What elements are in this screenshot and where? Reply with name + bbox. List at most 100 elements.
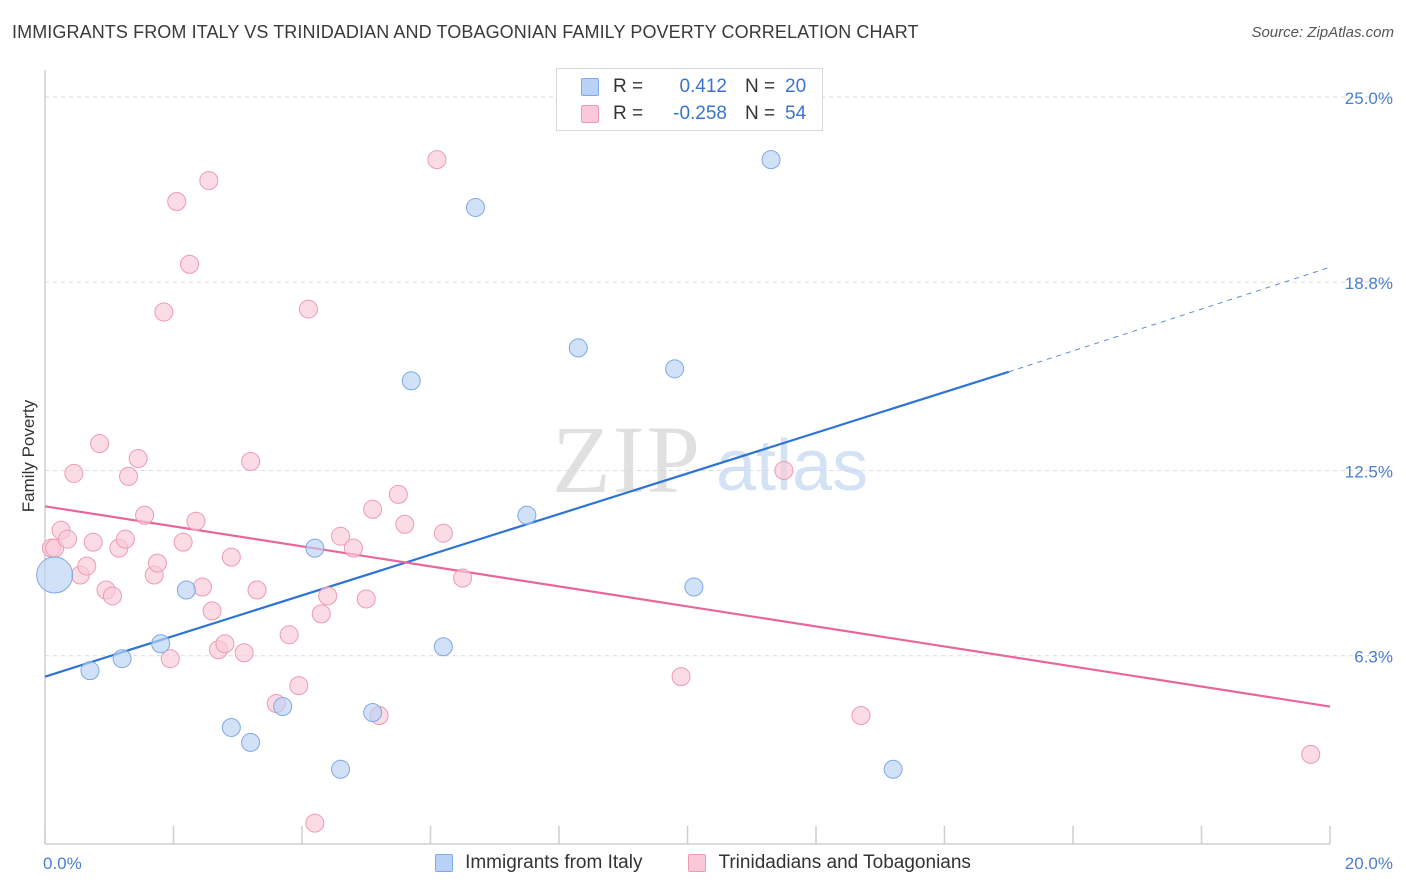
point-italy	[36, 556, 74, 594]
bottom-legend-swatch-trinidad	[688, 854, 707, 872]
legend-r-value: 0.412	[679, 76, 727, 97]
point-trinidad	[180, 254, 200, 274]
legend-row-italy: R = 0.412 N = 20	[581, 75, 806, 99]
point-italy	[331, 759, 351, 779]
point-italy	[761, 150, 781, 170]
point-italy	[80, 661, 100, 681]
axes	[44, 70, 1331, 845]
point-italy	[273, 697, 293, 717]
point-italy	[883, 759, 903, 779]
point-trinidad	[279, 625, 299, 645]
point-trinidad	[343, 538, 363, 558]
point-trinidad	[298, 299, 318, 319]
point-italy	[684, 577, 704, 597]
watermark: ZIP atlas	[552, 406, 868, 513]
y-tick-label: 25.0%	[1345, 89, 1393, 108]
point-trinidad	[64, 463, 84, 483]
x-tick-label-max: 20.0%	[1345, 854, 1393, 873]
bottom-legend-trinidad: Trinidadians and Tobagonians	[688, 852, 971, 874]
y-axis-label: Family Poverty	[19, 399, 38, 512]
bottom-legend-label-trinidad: Trinidadians and Tobagonians	[718, 852, 971, 873]
y-tick-label: 12.5%	[1345, 462, 1393, 481]
point-trinidad	[215, 634, 235, 654]
point-trinidad	[427, 150, 447, 170]
chart-title: IMMIGRANTS FROM ITALY VS TRINIDADIAN AND…	[12, 22, 919, 42]
point-trinidad	[318, 586, 338, 606]
point-trinidad	[83, 532, 103, 552]
tick-labels: 6.3% 12.5% 18.8% 25.0% 0.0% 20.0%	[43, 89, 1393, 873]
point-trinidad	[160, 649, 180, 669]
point-trinidad	[331, 526, 351, 546]
data-points	[36, 150, 1321, 833]
bottom-legend-italy: Immigrants from Italy	[435, 852, 642, 874]
point-trinidad	[186, 511, 206, 531]
point-italy	[151, 634, 171, 654]
point-trinidad	[851, 705, 871, 725]
legend-swatch-trinidad	[581, 105, 599, 123]
point-trinidad	[234, 643, 254, 663]
trend-line-trinidad	[44, 505, 1331, 708]
legend-n-value: 20	[785, 76, 807, 97]
point-trinidad	[128, 448, 148, 468]
legend-r-label: R =	[613, 76, 644, 97]
x-tick-label-min: 0.0%	[43, 854, 82, 873]
point-trinidad	[202, 601, 222, 621]
point-trinidad	[115, 529, 135, 549]
point-trinidad	[311, 604, 331, 624]
point-italy	[176, 580, 196, 600]
point-trinidad	[671, 667, 691, 687]
point-trinidad	[119, 466, 139, 486]
legend-n-label: N =	[745, 76, 776, 97]
y-tick-label: 6.3%	[1354, 648, 1393, 667]
point-trinidad	[135, 505, 155, 525]
point-trinidad	[192, 577, 212, 597]
grid-lines	[45, 96, 1392, 657]
point-trinidad	[305, 813, 325, 833]
point-trinidad	[57, 529, 77, 549]
point-trinidad	[167, 191, 187, 211]
point-italy	[465, 197, 485, 217]
point-trinidad	[289, 676, 309, 696]
point-trinidad	[363, 499, 383, 519]
legend-swatch-italy	[581, 78, 599, 96]
point-trinidad	[247, 580, 267, 600]
point-trinidad	[356, 589, 376, 609]
legend-n-label: N =	[745, 103, 776, 124]
point-trinidad	[395, 514, 415, 534]
point-trinidad	[453, 568, 473, 588]
legend-r-label: R =	[613, 103, 644, 124]
point-trinidad	[154, 302, 174, 322]
point-italy	[112, 649, 132, 669]
point-italy	[241, 732, 261, 752]
point-trinidad	[221, 547, 241, 567]
point-italy	[401, 371, 421, 391]
point-italy	[363, 703, 383, 723]
point-italy	[665, 359, 685, 379]
bottom-legend-label-italy: Immigrants from Italy	[465, 852, 643, 873]
point-italy	[517, 505, 537, 525]
watermark-zip: ZIP	[552, 406, 702, 513]
point-trinidad	[388, 484, 408, 504]
legend: R = 0.412 N = 20 R = -0.258 N = 54	[556, 68, 823, 131]
point-trinidad	[199, 171, 219, 191]
point-trinidad	[433, 523, 453, 543]
source-label: Source: ZipAtlas.com	[1251, 24, 1394, 41]
point-trinidad	[1301, 744, 1321, 764]
point-trinidad	[90, 434, 110, 454]
bottom-legend-swatch-italy	[435, 854, 454, 872]
bottom-legend: Immigrants from Italy Trinidadians and T…	[0, 852, 1406, 874]
point-italy	[305, 538, 325, 558]
point-trinidad	[102, 586, 122, 606]
legend-n-value: 54	[785, 103, 807, 124]
point-trinidad	[173, 532, 193, 552]
point-italy	[568, 338, 588, 358]
legend-r-value: -0.258	[673, 103, 727, 124]
point-italy	[433, 637, 453, 657]
legend-row-trinidad: R = -0.258 N = 54	[581, 102, 806, 126]
point-trinidad	[774, 460, 794, 480]
point-trinidad	[77, 556, 97, 576]
trend-line-italy-extension	[1008, 266, 1331, 373]
y-tick-label: 18.8%	[1345, 274, 1393, 293]
point-trinidad	[241, 451, 261, 471]
